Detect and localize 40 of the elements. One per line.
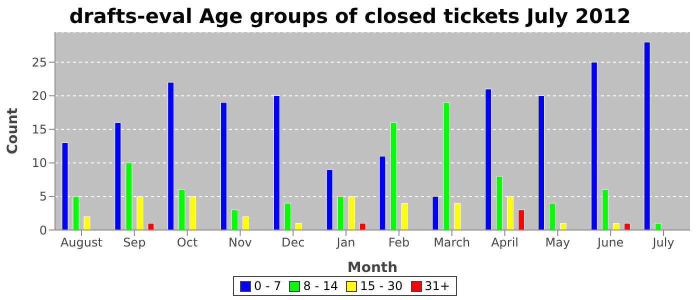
bar — [624, 223, 630, 230]
bar — [148, 223, 154, 230]
y-tick-label: 10 — [32, 156, 47, 170]
x-tick-label: March — [434, 236, 470, 250]
x-tick-label: Oct — [176, 236, 198, 250]
x-tick-label: April — [491, 236, 519, 250]
x-tick-label: Dec — [282, 236, 305, 250]
bar — [560, 223, 566, 230]
bar — [295, 223, 302, 230]
legend-label: 0 - 7 — [253, 279, 282, 293]
legend-label: 8 - 14 — [302, 279, 338, 293]
chart-title: drafts-eval Age groups of closed tickets July 2012 — [68, 3, 632, 30]
bar — [242, 216, 249, 230]
bar — [654, 223, 662, 230]
bar — [518, 210, 525, 230]
x-tick-label: August — [60, 236, 103, 250]
y-tick-label: 25 — [32, 55, 47, 70]
bar — [232, 210, 238, 230]
x-axis-title: Month — [347, 260, 398, 276]
y-tick-label: 0 — [39, 223, 47, 238]
bar — [359, 223, 366, 230]
x-tick-label: Sep — [123, 236, 146, 250]
x-tick-label: Nov — [228, 236, 252, 250]
bar — [612, 223, 620, 230]
bar — [84, 216, 90, 230]
y-tick-label: 15 — [32, 122, 47, 137]
y-tick-label: 20 — [32, 89, 47, 104]
x-tick-label: Feb — [388, 236, 410, 250]
legend-label: 15 - 30 — [359, 279, 403, 293]
x-tick-label: Jan — [336, 236, 356, 250]
bar — [284, 202, 291, 230]
bar — [401, 202, 408, 230]
x-tick-label: July — [652, 236, 674, 250]
x-tick-label: May — [545, 236, 570, 250]
bar — [454, 202, 461, 230]
bar — [549, 202, 556, 230]
y-tick-label: 5 — [39, 190, 47, 204]
legend-label: 31+ — [424, 279, 450, 293]
x-tick-label: June — [596, 236, 624, 250]
y-axis-title: Count — [4, 107, 21, 154]
